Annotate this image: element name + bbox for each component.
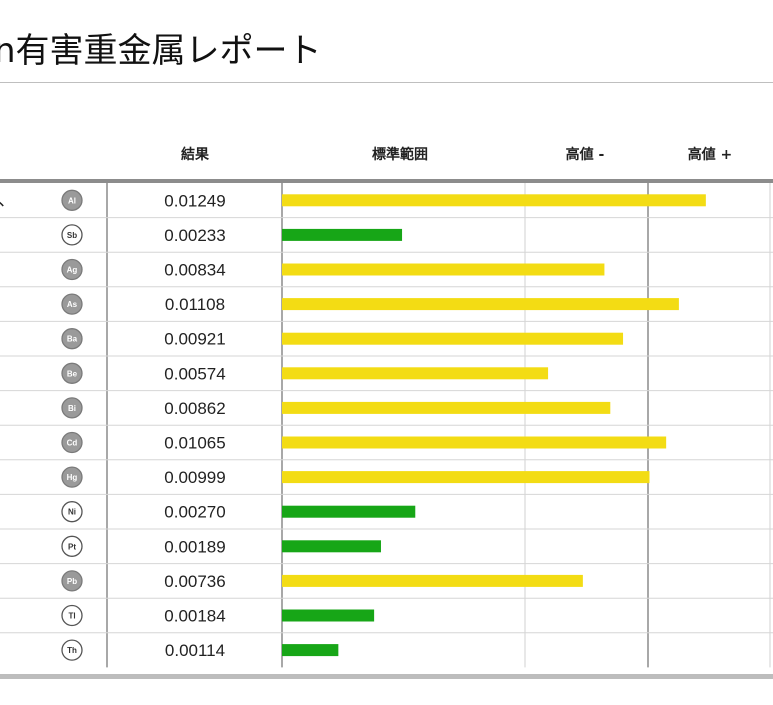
result-value: 0.00862 xyxy=(164,399,225,418)
bar-ba xyxy=(282,332,624,345)
bar-sb xyxy=(282,228,403,241)
element-symbol-ba: Ba xyxy=(67,335,78,344)
element-symbol-tl: Tl xyxy=(68,612,75,621)
result-value: 0.00736 xyxy=(164,572,225,591)
heavy-metal-bar-chart: 、 Al 0.01249 Sb 0.00233 Ag 0.00834 As 0.01108 Ba 0… xyxy=(0,183,773,668)
result-value: 0.01108 xyxy=(165,295,225,314)
result-value: 0.00189 xyxy=(164,537,225,556)
element-badge-tl xyxy=(61,604,83,627)
bar-th xyxy=(282,644,339,657)
element-badge-ba xyxy=(61,328,83,350)
result-column-header: 結果 xyxy=(181,147,209,163)
standard-range-column-header: 標準範囲 xyxy=(372,147,428,163)
high-plus-column-header: 高値 + xyxy=(687,147,733,163)
element-symbol-be: Be xyxy=(67,369,78,378)
element-badge-as xyxy=(61,293,83,315)
element-symbol-bi: Bi xyxy=(68,404,76,413)
high-minus-column-header: 高値 - xyxy=(565,147,605,163)
bar-hg xyxy=(282,471,650,484)
bar-tl xyxy=(282,609,375,622)
table-top-border xyxy=(0,179,773,183)
report-title: n有害重金属レポート xyxy=(0,31,322,71)
element-badge-cd xyxy=(61,431,83,454)
element-badge-ag xyxy=(61,258,83,281)
element-symbol-ag: Ag xyxy=(67,266,78,275)
bar-pb xyxy=(282,574,583,587)
table-bottom-border xyxy=(0,674,773,679)
result-value: 0.00921 xyxy=(164,330,225,349)
result-value: 0.00574 xyxy=(164,364,225,383)
result-value: 0.00270 xyxy=(164,503,225,522)
bar-bi xyxy=(282,401,611,414)
element-badge-pt xyxy=(61,535,83,557)
bar-ni xyxy=(282,505,416,518)
element-badge-sb xyxy=(61,224,83,246)
element-badge-bi xyxy=(61,397,83,419)
element-badge-th xyxy=(61,639,83,661)
result-value: 0.00834 xyxy=(164,261,225,280)
result-value: 0.01249 xyxy=(164,191,225,210)
bar-pt xyxy=(282,540,381,553)
element-badge-be xyxy=(61,362,83,384)
bar-as xyxy=(282,298,679,311)
result-value: 0.00233 xyxy=(164,226,225,245)
title-divider xyxy=(0,82,773,83)
bar-ag xyxy=(282,263,605,276)
element-badge-hg xyxy=(61,466,83,488)
bar-cd xyxy=(282,436,667,449)
element-symbol-ni: Ni xyxy=(68,508,76,517)
bar-be xyxy=(282,367,549,380)
element-badge-pb xyxy=(61,570,83,592)
element-badge-ni xyxy=(61,501,83,523)
element-badge-al xyxy=(61,189,83,211)
row-name-fragment: 、 xyxy=(0,190,15,209)
result-value: 0.01065 xyxy=(164,434,225,453)
element-symbol-al: Al xyxy=(68,196,76,205)
element-symbol-th: Th xyxy=(67,646,77,655)
bar-al xyxy=(282,194,706,207)
element-symbol-cd: Cd xyxy=(67,439,78,448)
element-symbol-sb: Sb xyxy=(67,231,77,240)
result-value: 0.00184 xyxy=(164,607,225,626)
element-symbol-as: As xyxy=(67,300,78,309)
element-symbol-hg: Hg xyxy=(67,473,78,482)
result-value: 0.00999 xyxy=(164,468,225,487)
result-value: 0.00114 xyxy=(165,641,225,660)
element-symbol-pt: Pt xyxy=(68,542,76,551)
element-symbol-pb: Pb xyxy=(67,577,77,586)
